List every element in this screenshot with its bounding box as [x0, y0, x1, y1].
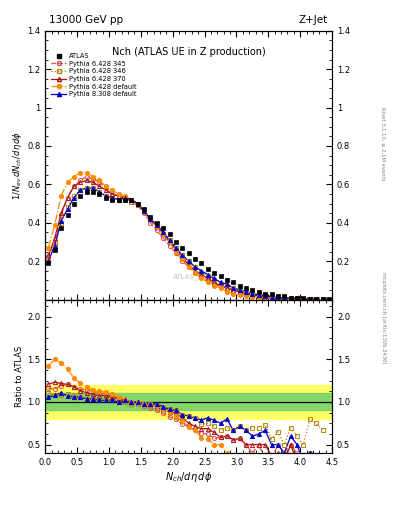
Text: Nch (ATLAS UE in Z production): Nch (ATLAS UE in Z production)	[112, 47, 266, 57]
Text: Rivet 3.1.10, ≥ 2.1M events: Rivet 3.1.10, ≥ 2.1M events	[381, 106, 386, 180]
X-axis label: $N_{ch}/d\eta\,d\phi$: $N_{ch}/d\eta\,d\phi$	[165, 470, 212, 484]
Text: Z+Jet: Z+Jet	[299, 14, 328, 25]
Y-axis label: Ratio to ATLAS: Ratio to ATLAS	[15, 346, 24, 407]
Y-axis label: $1/N_{ev}\,dN_{ch}/d\eta\,d\phi$: $1/N_{ev}\,dN_{ch}/d\eta\,d\phi$	[11, 131, 24, 200]
Text: 13000 GeV pp: 13000 GeV pp	[49, 14, 123, 25]
Text: mcplots.cern.ch [arXiv:1306.3436]: mcplots.cern.ch [arXiv:1306.3436]	[381, 272, 386, 363]
Bar	[45, 385, 332, 419]
Legend: ATLAS, Pythia 6.428 345, Pythia 6.428 346, Pythia 6.428 370, Pythia 6.428 defaul: ATLAS, Pythia 6.428 345, Pythia 6.428 34…	[51, 53, 136, 97]
Bar	[45, 393, 332, 411]
Text: ATLAS_2019: ATLAS_2019	[173, 273, 216, 280]
